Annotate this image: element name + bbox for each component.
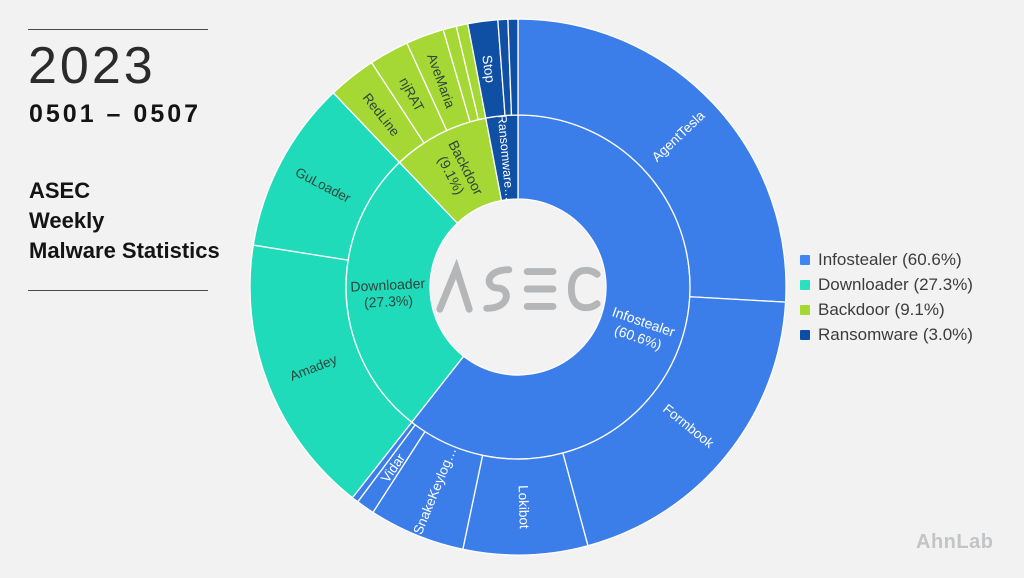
legend-item-infostealer: Infostealer (60.6%) bbox=[800, 247, 973, 272]
legend-label-backdoor: Backdoor (9.1%) bbox=[818, 299, 945, 319]
year-heading: 2023 bbox=[28, 37, 156, 95]
legend-swatch-downloader bbox=[800, 279, 810, 290]
label-stop: Stop bbox=[480, 54, 499, 84]
segment-ransomware-other-2 bbox=[507, 18, 519, 116]
legend-swatch-backdoor bbox=[800, 304, 810, 315]
report-title-line1: ASEC bbox=[29, 178, 91, 203]
legend-item-downloader: Downloader (27.3%) bbox=[800, 272, 973, 297]
legend-label-downloader: Downloader (27.3%) bbox=[818, 274, 973, 294]
legend-item-ransomware: Ransomware (3.0%) bbox=[800, 322, 973, 347]
ahnlab-logo: AhnLab bbox=[916, 531, 994, 553]
label-lokibot: Lokibot bbox=[516, 485, 532, 529]
top-divider-line bbox=[28, 29, 208, 30]
legend-swatch-infostealer bbox=[800, 254, 810, 265]
label-downloader: Downloader(27.3%) bbox=[350, 275, 427, 311]
date-range: 0501 – 0507 bbox=[29, 100, 202, 128]
bottom-divider-line bbox=[28, 290, 208, 291]
legend: Infostealer (60.6%) Downloader (27.3%) B… bbox=[800, 247, 973, 347]
asec-logo-icon bbox=[436, 258, 601, 313]
chart-segments bbox=[249, 18, 787, 556]
report-title: ASEC Weekly Malware Statistics bbox=[29, 176, 220, 266]
segment-infostealer-agenttesla bbox=[517, 18, 787, 303]
legend-label-infostealer: Infostealer (60.6%) bbox=[818, 249, 962, 269]
legend-label-ransomware: Ransomware (3.0%) bbox=[818, 324, 973, 344]
legend-item-backdoor: Backdoor (9.1%) bbox=[800, 297, 973, 322]
report-title-line3: Malware Statistics bbox=[29, 238, 220, 263]
report-title-line2: Weekly bbox=[29, 208, 105, 233]
segment-infostealer-formbook bbox=[562, 296, 787, 547]
legend-swatch-ransomware bbox=[800, 329, 810, 340]
